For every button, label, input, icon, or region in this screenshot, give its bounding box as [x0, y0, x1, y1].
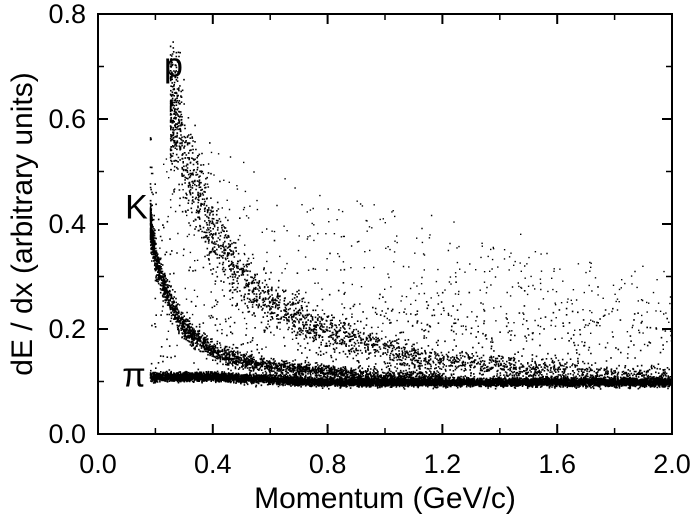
x-tick-label: 0.4	[194, 449, 232, 479]
data-points	[149, 41, 673, 390]
y-tick-label: 0.0	[48, 419, 86, 449]
x-tick-label: 2.0	[653, 449, 691, 479]
annotation-pi: π	[122, 356, 145, 394]
annotation-p: p	[164, 47, 183, 85]
y-tick-label: 0.2	[48, 314, 86, 344]
y-tick-label: 0.6	[48, 104, 86, 134]
x-tick-label: 1.6	[538, 449, 576, 479]
y-tick-label: 0.4	[48, 209, 86, 239]
y-axis-title: dE / dx (arbitrary units)	[6, 72, 39, 375]
y-tick-label: 0.8	[48, 0, 86, 29]
x-tick-label: 1.2	[424, 449, 462, 479]
x-axis-title: Momentum (GeV/c)	[254, 482, 516, 515]
x-tick-label: 0.0	[79, 449, 117, 479]
axis-ticks: 0.0 0.4 0.8 1.2 1.6 2.0 0.0 0.2 0.4 0.6 0.8	[48, 0, 690, 479]
scatter-points	[149, 41, 673, 390]
annotation-k: K	[125, 188, 148, 226]
x-tick-label: 0.8	[309, 449, 347, 479]
plot-frame	[97, 13, 673, 435]
